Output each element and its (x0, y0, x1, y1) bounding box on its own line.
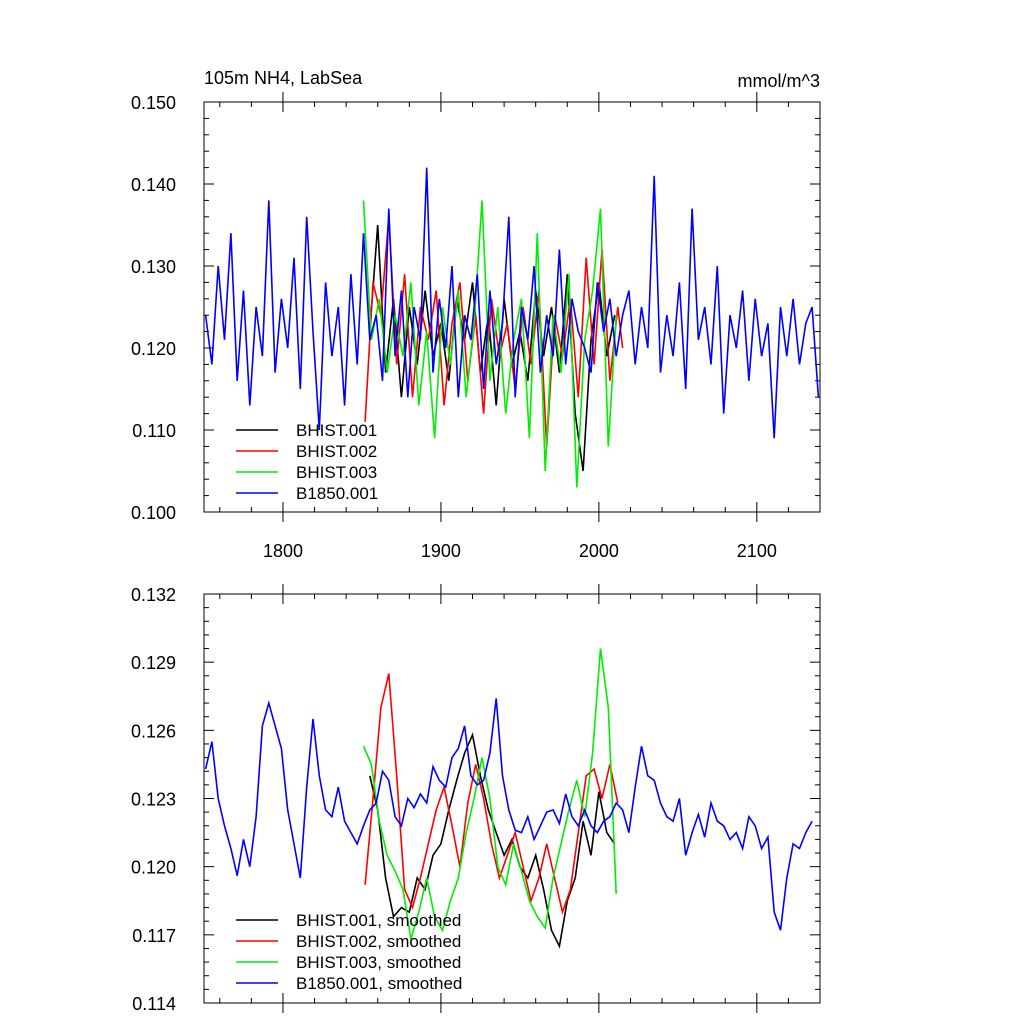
y-tick-label: 0.120 (131, 858, 176, 878)
series-line (362, 648, 617, 940)
x-tick-label: 2100 (737, 541, 777, 561)
x-tick-label: 1800 (263, 541, 303, 561)
legend-label: B1850.001 (296, 484, 378, 503)
legend-label: BHIST.002 (296, 442, 377, 461)
y-tick-label: 0.114 (132, 994, 176, 1014)
legend-label: BHIST.003 (296, 463, 377, 482)
y-tick-label: 0.132 (131, 585, 176, 605)
y-tick-label: 0.140 (131, 175, 176, 195)
y-tick-label: 0.130 (131, 257, 176, 277)
y-tick-label: 0.117 (132, 926, 176, 946)
y-tick-label: 0.150 (131, 93, 176, 113)
y-tick-label: 0.120 (131, 339, 176, 359)
series-line (369, 224, 616, 472)
chart-title: 105m NH4, LabSea (204, 68, 363, 88)
y-tick-label: 0.129 (131, 653, 176, 673)
y-tick-label: 0.100 (131, 503, 176, 523)
bottom-panel: 0.114 0.117 0.120 0.123 0.126 0.129 0.132 BHIST… (131, 584, 821, 1014)
plot-frame (203, 101, 821, 513)
legend-label: BHIST.003, smoothed (296, 953, 461, 972)
series-line (204, 167, 820, 439)
series-line (362, 200, 617, 488)
series-line (364, 673, 619, 915)
y-tick-label: 0.110 (132, 421, 176, 441)
series-line (204, 698, 813, 931)
y-tick-label: 0.126 (131, 721, 176, 741)
legend-label: B1850.001, smoothed (296, 974, 462, 993)
legend-label: BHIST.002, smoothed (296, 932, 461, 951)
top-panel: 0.100 0.110 0.120 0.130 0.140 0.150 1800 1900 20… (131, 92, 821, 561)
y-tick-label: 0.123 (131, 790, 176, 810)
x-tick-label: 2000 (579, 541, 619, 561)
x-tick-label: 1900 (421, 541, 461, 561)
legend-label: BHIST.001, smoothed (296, 911, 461, 930)
legend-label: BHIST.001 (296, 421, 377, 440)
units-label: mmol/m^3 (738, 71, 820, 91)
